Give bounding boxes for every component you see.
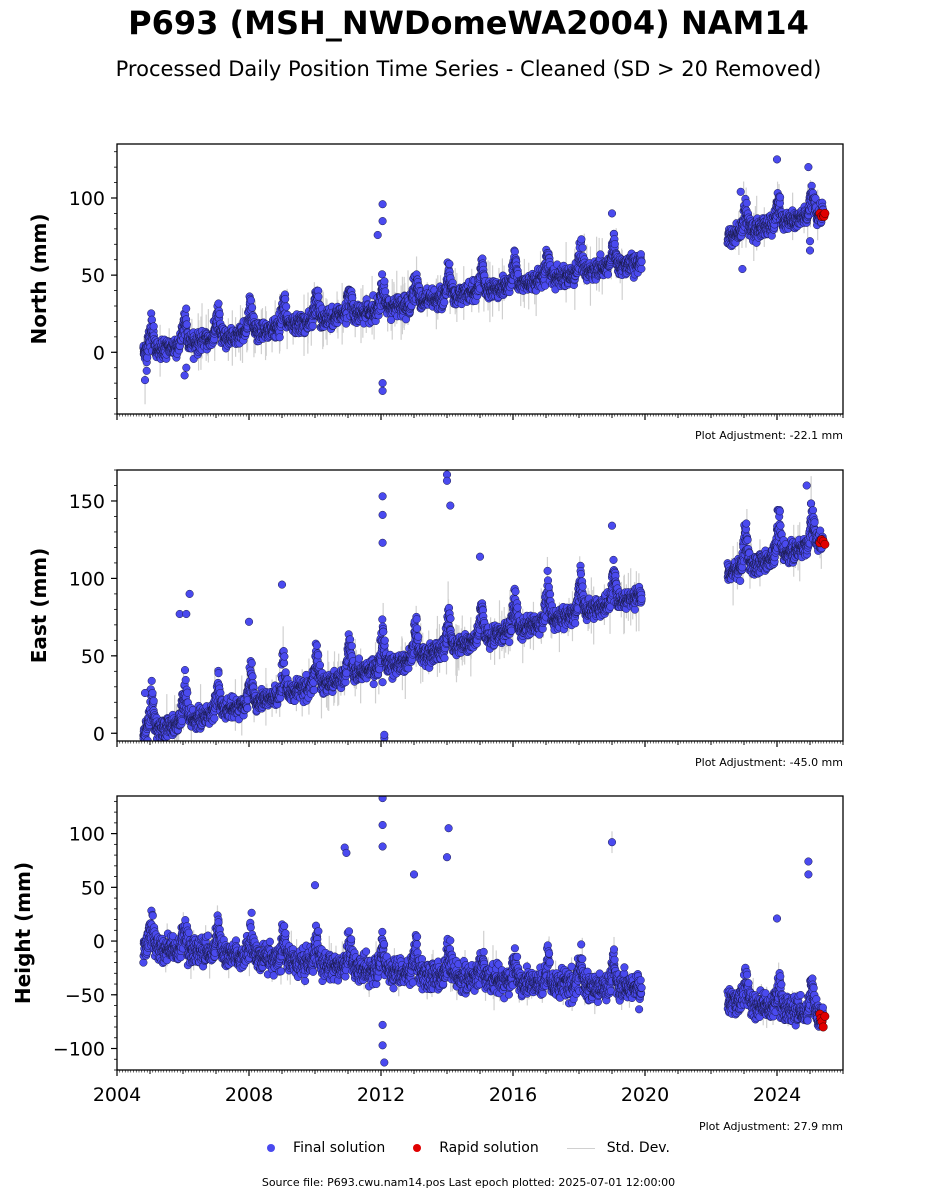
final-point (804, 163, 813, 172)
final-point (738, 264, 747, 274)
final-point (183, 688, 192, 697)
final-point (805, 237, 815, 246)
final-point (182, 363, 191, 372)
plot-adjustment: Plot Adjustment: -22.1 mm (695, 429, 843, 442)
final-point (281, 294, 290, 304)
final-point (373, 230, 382, 240)
final-point (347, 641, 356, 651)
final-point (736, 187, 745, 196)
final-point (315, 661, 325, 670)
final-point (772, 155, 782, 164)
final-point (607, 209, 617, 218)
final-point (148, 688, 157, 698)
final-point (776, 193, 785, 202)
final-point (445, 259, 454, 268)
chart-title: P693 (MSH_NWDomeWA2004) NAM14 (128, 4, 809, 42)
final-point (210, 714, 219, 723)
final-point (140, 376, 150, 385)
final-point (147, 315, 156, 324)
final-point (380, 636, 389, 645)
final-point (742, 198, 751, 208)
panel-1: 0 50 100 North (mm) Plot Adjustment: -22.1 m… (27, 143, 844, 442)
final-point (596, 250, 605, 259)
final-point (248, 303, 257, 312)
final-point (314, 651, 323, 660)
final-point (180, 666, 190, 675)
final-point (181, 675, 190, 685)
final-point (378, 270, 387, 279)
final-point (214, 669, 223, 678)
data-layer (139, 470, 830, 741)
final-point (381, 287, 390, 296)
final-point (314, 292, 323, 301)
final-point (379, 627, 388, 636)
y-axis-label: North (mm) (27, 213, 51, 344)
final-point (375, 665, 384, 674)
data-layer (139, 155, 830, 405)
rapid-point (820, 208, 830, 218)
final-point (280, 652, 289, 661)
final-point (312, 641, 321, 650)
final-point (369, 680, 378, 689)
final-point (246, 296, 256, 305)
final-point (149, 322, 158, 331)
final-point (182, 320, 191, 329)
final-point (308, 321, 317, 331)
final-point (510, 247, 519, 256)
final-point (378, 200, 387, 209)
chart-subtitle: Processed Daily Position Time Series - C… (115, 57, 822, 81)
final-point (149, 696, 158, 705)
y-tick-label: 100 (69, 188, 105, 210)
final-point (637, 264, 646, 273)
final-point (637, 257, 646, 266)
final-point (281, 668, 290, 677)
final-point (282, 302, 291, 311)
final-point (603, 270, 613, 279)
final-point (577, 235, 586, 244)
final-point (378, 615, 387, 624)
final-point (180, 371, 189, 380)
final-point (378, 379, 387, 388)
final-point (440, 298, 449, 307)
y-tick-label: 0 (93, 342, 105, 364)
final-point (805, 246, 815, 255)
final-point (610, 240, 619, 249)
final-point (378, 386, 387, 395)
final-point (309, 686, 319, 695)
final-point (214, 299, 223, 308)
final-point (142, 366, 151, 375)
final-point (215, 310, 224, 319)
final-point (243, 704, 252, 713)
final-point (182, 304, 191, 313)
final-point (380, 277, 389, 286)
y-tick-label: 50 (81, 265, 105, 287)
final-point (247, 659, 256, 668)
final-point (578, 243, 587, 252)
final-point (275, 333, 284, 342)
final-point (354, 654, 364, 663)
final-point (378, 217, 387, 226)
final-point (147, 676, 156, 685)
